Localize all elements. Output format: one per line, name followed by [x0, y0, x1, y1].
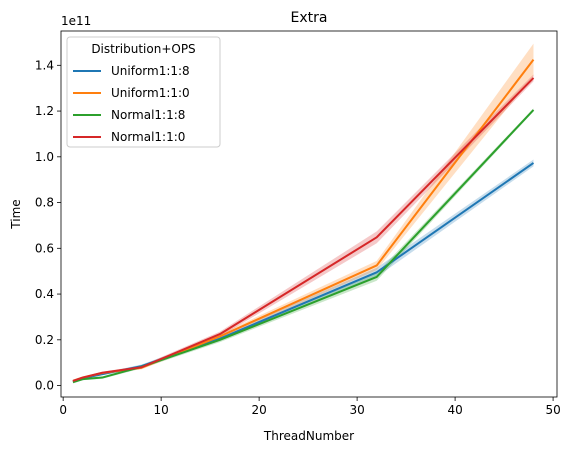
- legend-box: [66, 36, 221, 148]
- legend-label-0: Uniform1:1:8: [111, 64, 190, 78]
- y-tick-label: 0.2: [35, 333, 54, 347]
- legend-title: Distribution+OPS: [91, 42, 195, 56]
- legend-label-3: Normal1:1:0: [111, 130, 185, 144]
- y-tick-label: 0.8: [35, 196, 54, 210]
- y-axis-offset-label: 1e11: [61, 14, 91, 28]
- x-tick-label: 20: [251, 403, 266, 417]
- y-tick-label: 0.4: [35, 287, 54, 301]
- x-axis-label: ThreadNumber: [263, 429, 354, 443]
- series-line-3: [72, 77, 535, 382]
- y-axis-ticks: 0.0 0.2 0.4 0.6 0.8 1.0 1.2 1.4: [35, 58, 61, 393]
- legend-label-2: Normal1:1:8: [111, 108, 185, 122]
- y-tick-label: 1.2: [35, 104, 54, 118]
- plot-frame: [60, 30, 558, 398]
- x-tick-label: 10: [154, 403, 169, 417]
- y-tick-label: 1.0: [35, 150, 54, 164]
- y-tick-label: 0.0: [35, 379, 54, 393]
- x-tick-label: 30: [349, 403, 364, 417]
- x-tick-label: 50: [545, 403, 560, 417]
- y-tick-label: 1.4: [35, 58, 54, 72]
- x-tick-label: 0: [59, 403, 67, 417]
- x-axis-ticks: 0 10 20 30 40 50: [59, 397, 561, 417]
- series-lines: [72, 58, 535, 384]
- chart-title: Extra: [291, 10, 328, 26]
- y-axis-label: Time: [9, 199, 23, 229]
- legend-label-1: Uniform1:1:0: [111, 86, 190, 100]
- legend: Distribution+OPS Uniform1:1:8 Uniform1:1:0…: [66, 36, 221, 148]
- y-tick-label: 0.6: [35, 241, 54, 255]
- x-tick-label: 40: [447, 403, 462, 417]
